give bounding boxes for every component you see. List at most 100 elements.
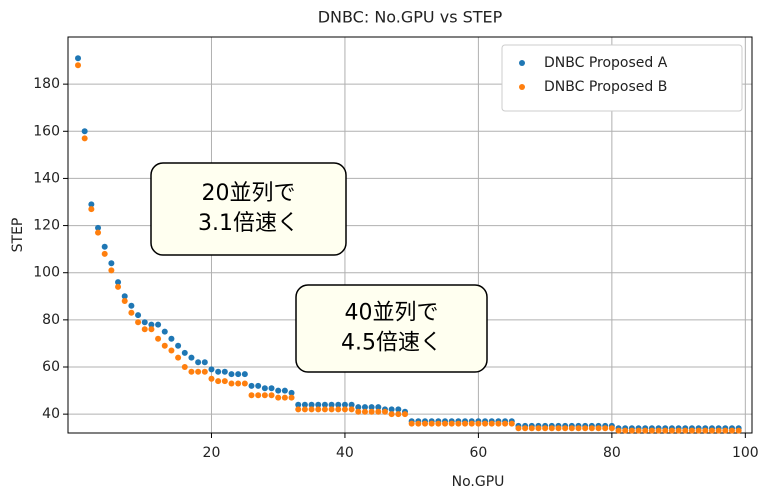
point xyxy=(249,392,255,398)
point xyxy=(142,319,148,325)
point xyxy=(535,425,541,431)
point xyxy=(702,428,708,434)
point xyxy=(629,428,635,434)
point xyxy=(82,135,88,141)
point xyxy=(269,385,275,391)
point xyxy=(195,359,201,365)
point xyxy=(589,425,595,431)
y-tick-label: 120 xyxy=(33,218,60,234)
point xyxy=(716,428,722,434)
point xyxy=(182,364,188,370)
point xyxy=(395,411,401,417)
point xyxy=(242,381,248,387)
point xyxy=(322,406,328,412)
point xyxy=(128,310,134,316)
point xyxy=(355,409,361,415)
point xyxy=(442,421,448,427)
legend-marker xyxy=(519,60,525,66)
point xyxy=(148,326,154,332)
point xyxy=(215,369,221,375)
x-axis-label: No.GPU xyxy=(452,474,505,490)
point xyxy=(162,329,168,335)
point xyxy=(656,428,662,434)
point xyxy=(736,428,742,434)
point xyxy=(75,55,81,61)
point xyxy=(609,425,615,431)
point xyxy=(362,409,368,415)
point xyxy=(529,425,535,431)
point xyxy=(616,428,622,434)
point xyxy=(555,425,561,431)
point xyxy=(155,322,161,328)
point xyxy=(188,355,194,361)
point xyxy=(235,371,241,377)
point xyxy=(115,284,121,290)
point xyxy=(622,428,628,434)
point xyxy=(242,371,248,377)
point xyxy=(562,425,568,431)
point xyxy=(222,369,228,375)
point xyxy=(162,343,168,349)
point xyxy=(262,385,268,391)
point xyxy=(95,230,101,236)
annotation-text: 20並列で xyxy=(202,181,296,206)
y-tick-label: 80 xyxy=(42,312,60,328)
point xyxy=(495,421,501,427)
point xyxy=(208,376,214,382)
point xyxy=(349,406,355,412)
x-tick-label: 60 xyxy=(469,445,487,461)
point xyxy=(122,298,128,304)
point xyxy=(509,421,515,427)
point xyxy=(569,425,575,431)
point xyxy=(135,319,141,325)
legend-marker xyxy=(519,84,525,90)
point xyxy=(255,383,261,389)
x-tick-label: 40 xyxy=(336,445,354,461)
point xyxy=(469,421,475,427)
point xyxy=(102,251,108,257)
point xyxy=(269,392,275,398)
point xyxy=(389,411,395,417)
annotation-text: 4.5倍速く xyxy=(341,331,442,356)
point xyxy=(636,428,642,434)
point xyxy=(295,406,301,412)
point xyxy=(515,425,521,431)
point xyxy=(168,336,174,342)
point xyxy=(582,425,588,431)
y-tick-label: 40 xyxy=(42,406,60,422)
chart-title: DNBC: No.GPU vs STEP xyxy=(318,8,503,27)
point xyxy=(602,425,608,431)
point xyxy=(549,425,555,431)
point xyxy=(275,395,281,401)
point xyxy=(108,267,114,273)
point xyxy=(282,388,288,394)
point xyxy=(202,369,208,375)
point xyxy=(449,421,455,427)
point xyxy=(415,421,421,427)
point xyxy=(729,428,735,434)
point xyxy=(669,428,675,434)
point xyxy=(382,409,388,415)
point xyxy=(228,371,234,377)
point xyxy=(676,428,682,434)
y-tick-label: 100 xyxy=(33,265,60,281)
point xyxy=(175,355,181,361)
point xyxy=(168,348,174,354)
point xyxy=(188,369,194,375)
legend-label: DNBC Proposed B xyxy=(544,79,667,95)
point xyxy=(215,378,221,384)
point xyxy=(455,421,461,427)
point xyxy=(128,303,134,309)
point xyxy=(82,128,88,134)
point xyxy=(596,425,602,431)
point xyxy=(155,336,161,342)
annotation-text: 3.1倍速く xyxy=(198,211,299,236)
x-tick-label: 20 xyxy=(203,445,221,461)
point xyxy=(662,428,668,434)
point xyxy=(722,428,728,434)
point xyxy=(75,62,81,68)
y-tick-label: 140 xyxy=(33,170,60,186)
point xyxy=(142,326,148,332)
point xyxy=(222,378,228,384)
annotation-box xyxy=(151,163,346,255)
